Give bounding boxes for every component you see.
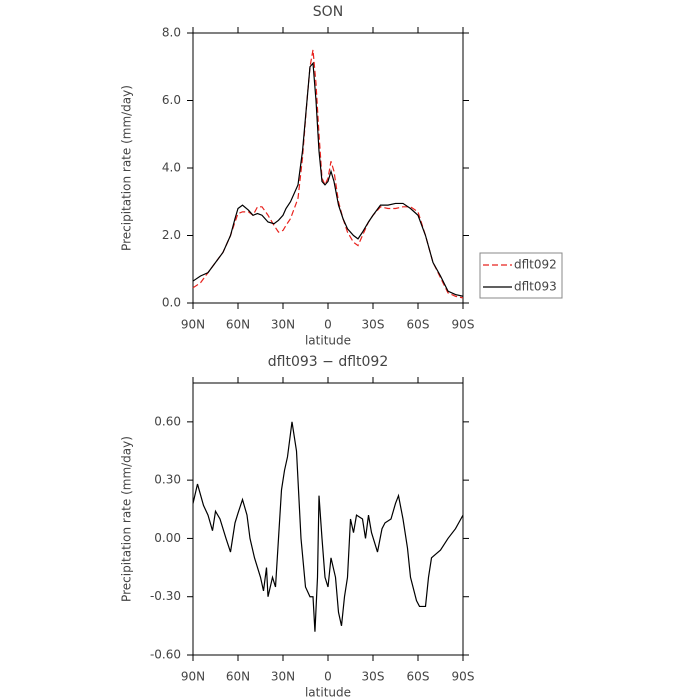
x-tick-label: 30S: [362, 318, 385, 332]
x-tick-label: 60N: [226, 670, 250, 684]
y-tick-label: -0.60: [150, 648, 181, 662]
x-axis-label: latitude: [305, 334, 351, 348]
data-line: [192, 49, 464, 299]
x-tick-label: 0: [324, 318, 332, 332]
y-axis-label: Precipitation rate (mm/day): [120, 436, 134, 602]
y-axis-label: Precipitation rate (mm/day): [120, 85, 134, 251]
plot-frame: [192, 382, 464, 656]
x-tick-label: 90N: [181, 318, 205, 332]
x-tick-label: 30N: [271, 318, 295, 332]
x-tick-label: 30S: [362, 670, 385, 684]
x-tick-label: 90S: [452, 670, 475, 684]
x-axis-label: latitude: [305, 686, 351, 700]
data-line: [192, 421, 464, 632]
chart-title: SON: [313, 4, 343, 20]
plot-frame: [192, 32, 464, 304]
x-tick-label: 30N: [271, 670, 295, 684]
y-tick-label: 0.60: [154, 414, 181, 428]
y-tick-label: 0.30: [154, 473, 181, 487]
data-line: [192, 61, 464, 297]
legend-label: dflt092: [514, 258, 557, 272]
x-tick-label: 60S: [407, 318, 430, 332]
y-tick-label: 0.0: [162, 296, 181, 310]
legend-box: [479, 252, 563, 299]
y-tick-label: 0.00: [154, 531, 181, 545]
legend-label: dflt093: [514, 280, 557, 294]
x-tick-label: 0: [324, 670, 332, 684]
y-tick-label: 4.0: [162, 161, 181, 175]
y-tick-label: 8.0: [162, 26, 181, 40]
x-tick-label: 90S: [452, 318, 475, 332]
chart-title: dflt093 − dflt092: [268, 354, 388, 370]
y-tick-label: 2.0: [162, 228, 181, 242]
y-tick-label: -0.30: [150, 589, 181, 603]
y-tick-label: 6.0: [162, 93, 181, 107]
x-tick-label: 90N: [181, 670, 205, 684]
x-tick-label: 60N: [226, 318, 250, 332]
x-tick-label: 60S: [407, 670, 430, 684]
